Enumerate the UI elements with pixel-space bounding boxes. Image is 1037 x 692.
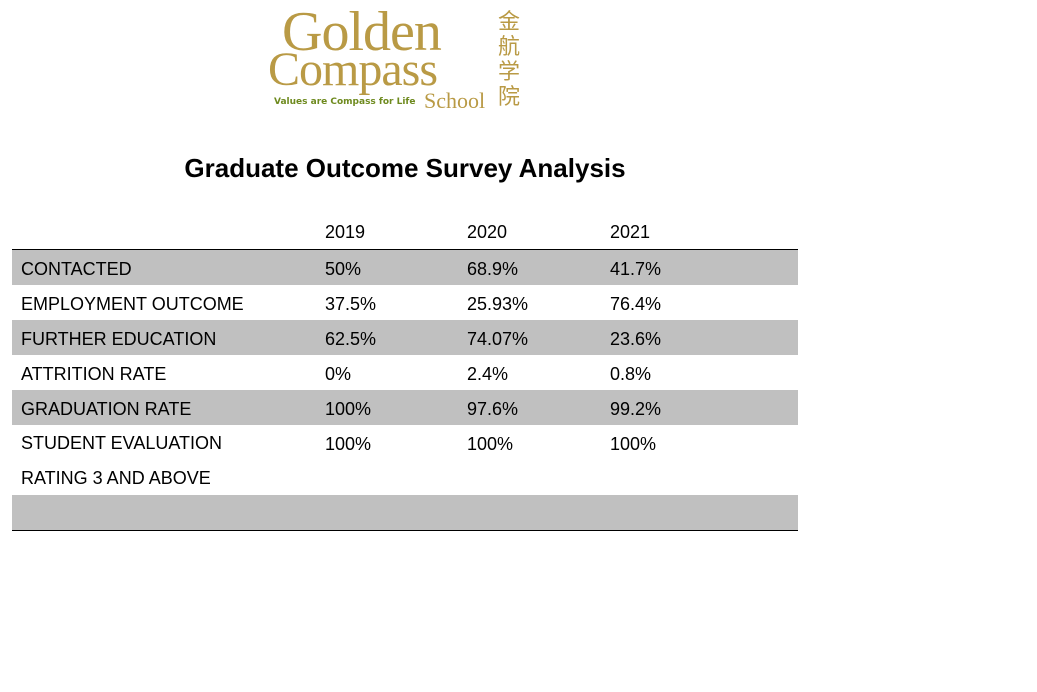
row-label-line: STUDENT EVALUATION: [21, 433, 223, 453]
survey-table: 2019 2020 2021 CONTACTED 50% 68.9% 41.7%…: [12, 214, 798, 531]
table-row: GRADUATION RATE 100% 97.6% 99.2%: [12, 390, 798, 425]
table-cell: 2.4%: [467, 364, 509, 384]
table-cell: 23.6%: [610, 329, 662, 349]
table-cell: 68.9%: [467, 259, 519, 279]
row-label: CONTACTED: [21, 259, 132, 279]
logo-chinese-char: 航: [497, 35, 520, 60]
table-cell: 0%: [325, 364, 352, 384]
table-header-row: 2019 2020 2021: [12, 214, 798, 250]
logo-chinese-char: 学: [497, 60, 520, 85]
logo-chinese-char: 金: [497, 10, 520, 35]
table-cell: 100%: [325, 399, 372, 419]
table-cell: 74.07%: [467, 329, 529, 349]
logo-chinese-char: 院: [497, 85, 520, 110]
table-cell: 97.6%: [467, 399, 519, 419]
table-empty-row: [12, 495, 798, 531]
table-row: EMPLOYMENT OUTCOME 37.5% 25.93% 76.4%: [12, 285, 798, 320]
logo-chinese-characters: 金 航 学 院: [496, 10, 522, 110]
table-cell: 0.8%: [610, 364, 652, 384]
table-cell: 50%: [325, 259, 362, 279]
table-cell: 100%: [467, 434, 514, 454]
table-row: FURTHER EDUCATION 62.5% 74.07% 23.6%: [12, 320, 798, 355]
logo-word-compass: Compass: [268, 43, 438, 96]
table-cell: 76.4%: [610, 294, 662, 314]
table-cell: 62.5%: [325, 329, 377, 349]
table-row: CONTACTED 50% 68.9% 41.7%: [12, 250, 798, 285]
table-cell: 37.5%: [325, 294, 377, 314]
table-row: ATTRITION RATE 0% 2.4% 0.8%: [12, 355, 798, 390]
table-cell: 100%: [610, 434, 657, 454]
table-cell: 41.7%: [610, 259, 662, 279]
logo-word-school: School: [424, 88, 486, 113]
page-title: Graduate Outcome Survey Analysis: [184, 153, 626, 183]
row-label: FURTHER EDUCATION: [21, 329, 217, 349]
column-header-2019: 2019: [325, 222, 366, 242]
logo-word-golden: Golden: [282, 1, 442, 63]
school-logo: Golden Compass Values are Compass for Li…: [268, 4, 528, 112]
table-cell: 25.93%: [467, 294, 529, 314]
column-header-2020: 2020: [467, 222, 508, 242]
table-cell: 100%: [325, 434, 372, 454]
row-label: GRADUATION RATE: [21, 399, 192, 419]
row-label: STUDENT EVALUATION RATING 3 AND ABOVE: [21, 426, 222, 496]
row-label: EMPLOYMENT OUTCOME: [21, 294, 244, 314]
table-row: STUDENT EVALUATION RATING 3 AND ABOVE 10…: [12, 425, 798, 495]
row-label: ATTRITION RATE: [21, 364, 167, 384]
table-cell: 99.2%: [610, 399, 662, 419]
row-label-line: RATING 3 AND ABOVE: [21, 468, 211, 488]
logo-tagline: Values are Compass for Life: [274, 97, 416, 107]
column-header-2021: 2021: [610, 222, 651, 242]
